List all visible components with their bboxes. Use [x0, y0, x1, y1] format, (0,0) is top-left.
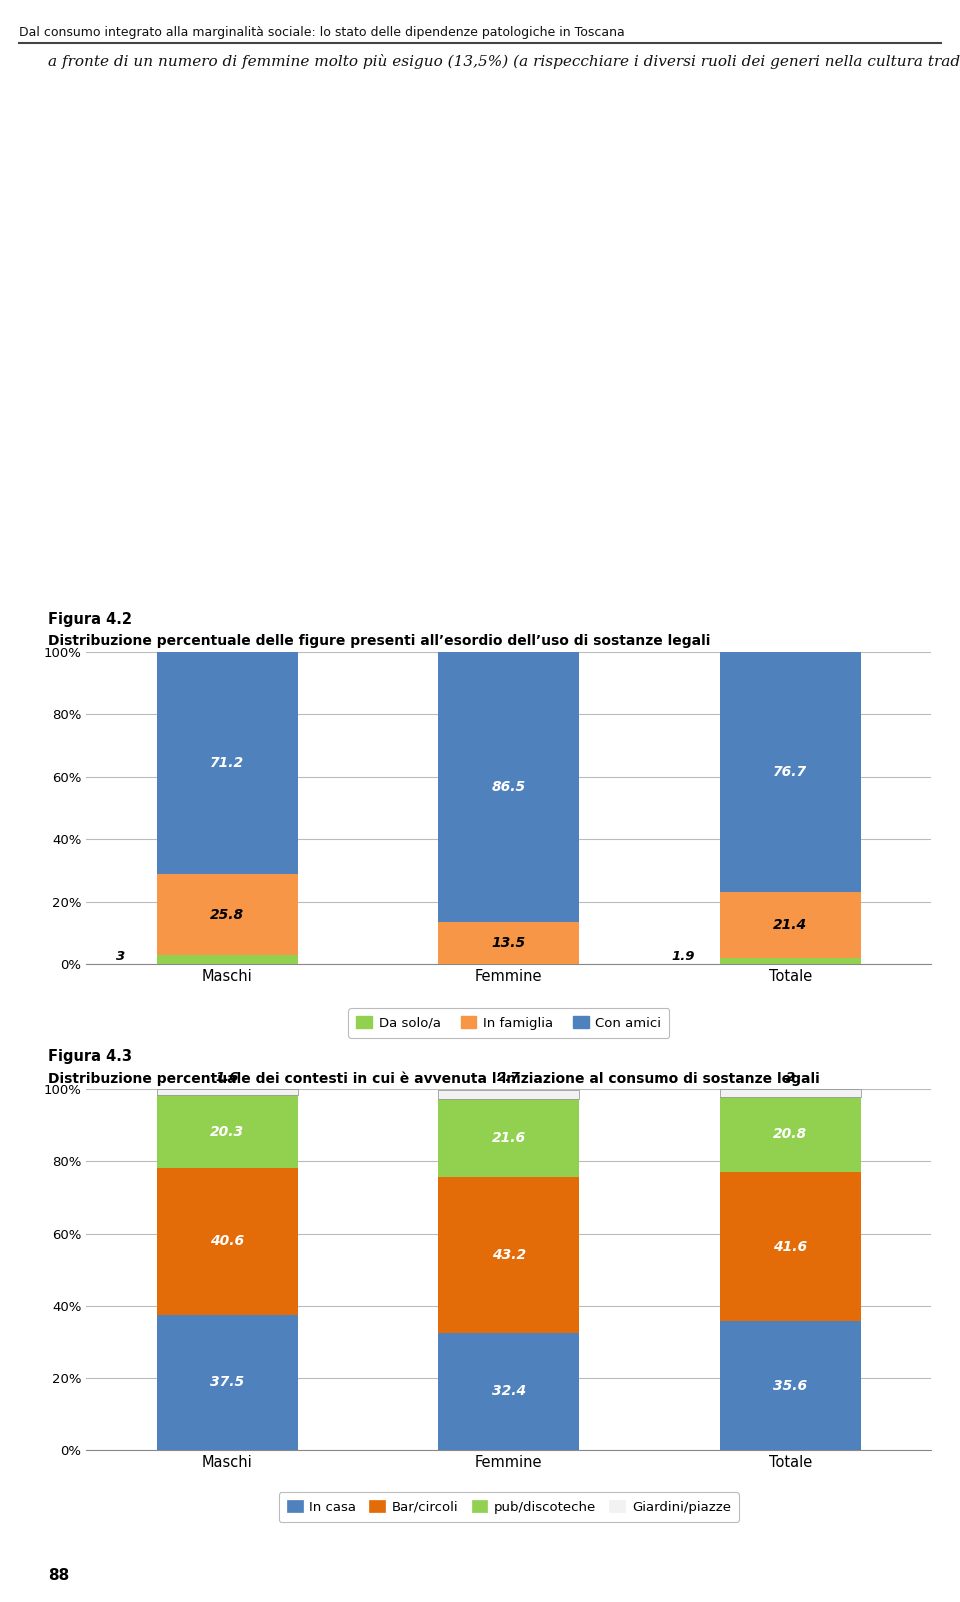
Text: 2: 2: [786, 1072, 795, 1085]
Text: 71.2: 71.2: [210, 756, 244, 771]
Text: 13.5: 13.5: [492, 936, 526, 950]
Bar: [439, 1089, 579, 1099]
Text: Distribuzione percentuale dei contesti in cui è avvenuta l’iniziazione al consum: Distribuzione percentuale dei contesti i…: [48, 1072, 820, 1086]
Text: 25.8: 25.8: [210, 908, 244, 921]
Text: 21.4: 21.4: [774, 918, 807, 932]
Text: 1.6: 1.6: [215, 1072, 239, 1085]
Legend: Da solo/a, In famiglia, Con amici: Da solo/a, In famiglia, Con amici: [348, 1009, 669, 1038]
Legend: In casa, Bar/circoli, pub/discoteche, Giardini/piazze: In casa, Bar/circoli, pub/discoteche, Gi…: [278, 1493, 739, 1522]
Bar: [156, 1315, 298, 1450]
Bar: [439, 923, 579, 964]
Bar: [156, 652, 298, 875]
Bar: [720, 1089, 861, 1096]
Bar: [720, 892, 861, 958]
Bar: [156, 1096, 298, 1168]
Bar: [156, 1168, 298, 1315]
Text: 1.9: 1.9: [672, 950, 695, 963]
Text: 41.6: 41.6: [774, 1240, 807, 1253]
Text: 20.3: 20.3: [210, 1125, 244, 1139]
Text: 35.6: 35.6: [774, 1379, 807, 1392]
Bar: [720, 1322, 861, 1450]
Text: 32.4: 32.4: [492, 1384, 526, 1399]
Text: 37.5: 37.5: [210, 1375, 244, 1389]
Text: a fronte di un numero di femmine molto più esiguo (13,5%) (a rispecchiare i dive: a fronte di un numero di femmine molto p…: [48, 54, 960, 69]
Text: Figura 4.3: Figura 4.3: [48, 1049, 132, 1064]
Text: 2.7: 2.7: [497, 1072, 520, 1085]
Text: 21.6: 21.6: [492, 1131, 526, 1145]
Bar: [156, 875, 298, 955]
Text: 43.2: 43.2: [492, 1248, 526, 1262]
Text: Figura 4.2: Figura 4.2: [48, 612, 132, 626]
Bar: [720, 1096, 861, 1171]
Bar: [439, 1177, 579, 1333]
Bar: [156, 955, 298, 964]
Text: Dal consumo integrato alla marginalità sociale: lo stato delle dipendenze patolo: Dal consumo integrato alla marginalità s…: [19, 26, 625, 38]
Bar: [156, 1089, 298, 1096]
Text: 76.7: 76.7: [774, 764, 807, 779]
Bar: [720, 652, 861, 892]
Bar: [439, 1099, 579, 1177]
Text: 88: 88: [48, 1568, 69, 1583]
Bar: [720, 1171, 861, 1322]
Bar: [439, 1333, 579, 1450]
Text: 3: 3: [115, 950, 125, 963]
Text: 20.8: 20.8: [774, 1128, 807, 1141]
Text: 40.6: 40.6: [210, 1235, 244, 1248]
Text: Distribuzione percentuale delle figure presenti all’esordio dell’uso di sostanze: Distribuzione percentuale delle figure p…: [48, 634, 710, 649]
Text: 86.5: 86.5: [492, 780, 526, 795]
Bar: [720, 958, 861, 964]
Bar: [439, 652, 579, 923]
